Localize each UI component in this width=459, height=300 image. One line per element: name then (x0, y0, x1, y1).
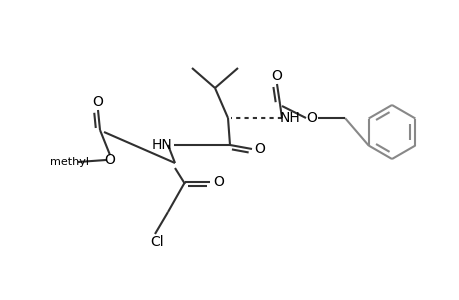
Text: Cl: Cl (150, 235, 163, 249)
Text: methyl: methyl (50, 157, 90, 167)
Text: O: O (92, 95, 103, 109)
Text: NH: NH (279, 111, 300, 125)
Text: O: O (271, 69, 282, 83)
Text: O: O (213, 175, 224, 189)
Text: HN: HN (151, 138, 172, 152)
Text: O: O (306, 111, 317, 125)
Text: O: O (254, 142, 265, 156)
Text: O: O (104, 153, 115, 167)
